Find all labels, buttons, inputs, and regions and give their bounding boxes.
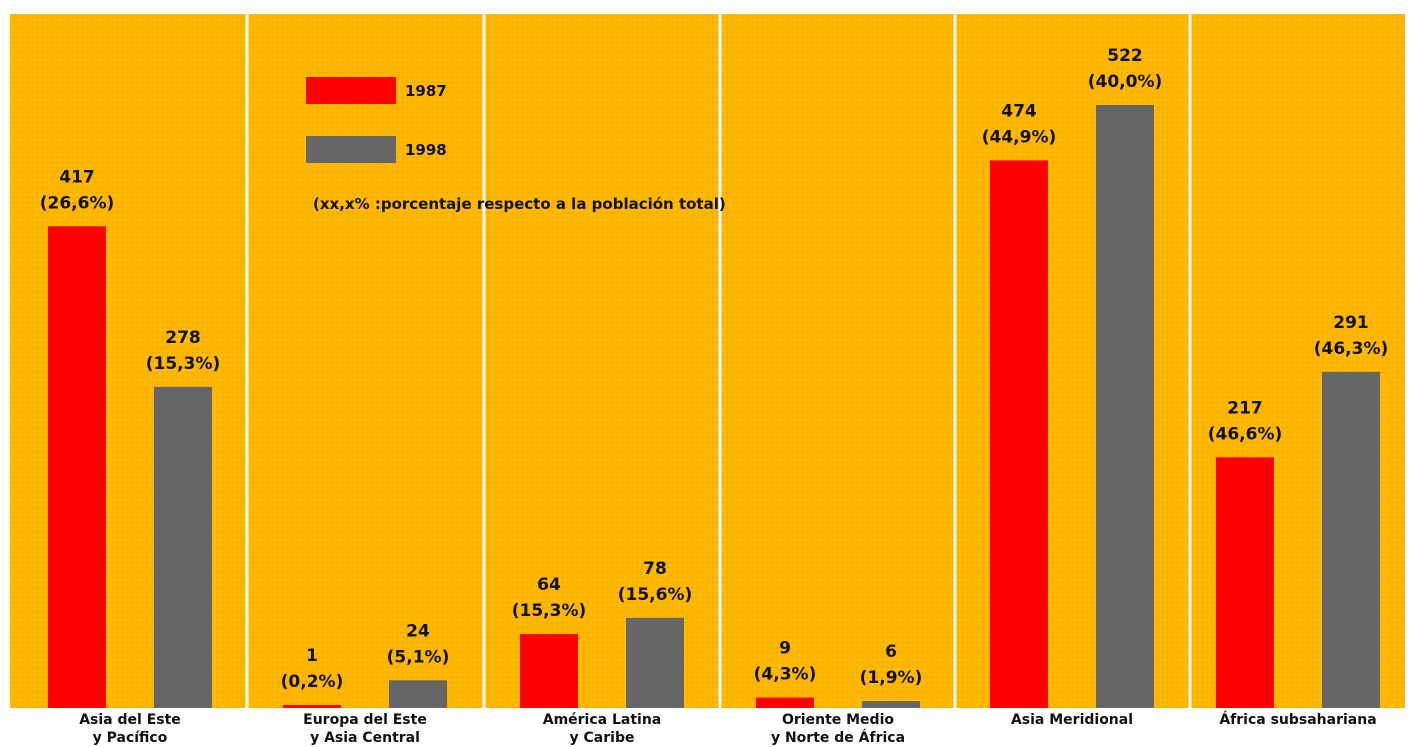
data-label-percent: (40,0%)	[1088, 72, 1163, 92]
legend-swatch-1998	[306, 136, 396, 163]
data-label-value: 1	[306, 646, 318, 666]
data-label-value: 278	[165, 328, 201, 348]
data-labels-group: 417 (26,6%) 278 (15,3%) 1 (0,2%) 24 (5,1%) 64 (15…	[40, 46, 1389, 692]
bar-1998	[862, 701, 920, 708]
bar-1998	[389, 680, 447, 708]
category-label: y Asia Central	[310, 730, 420, 746]
data-label-percent: (26,6%)	[40, 193, 115, 213]
data-label-percent: (0,2%)	[281, 672, 344, 692]
bar-1998	[626, 617, 684, 708]
data-label-value: 474	[1001, 101, 1037, 121]
bar-1987	[520, 634, 578, 708]
category-separators	[245, 14, 1192, 708]
bar-1987	[990, 160, 1048, 709]
data-label-value: 417	[59, 167, 95, 187]
bar-1998	[1096, 105, 1154, 708]
data-label-value: 64	[537, 575, 561, 595]
bar-1987	[1216, 457, 1274, 708]
data-label-value: 78	[643, 559, 667, 579]
category-labels-group: Asia del Este y Pacífico Europa del Este y …	[79, 711, 1376, 746]
data-label-percent: (15,3%)	[146, 354, 221, 374]
category-label: África subsahariana	[1219, 711, 1376, 728]
category-label: Asia del Este	[79, 712, 181, 728]
data-label-value: 291	[1333, 313, 1369, 333]
data-label-value: 24	[406, 621, 430, 641]
data-label-percent: (46,3%)	[1314, 339, 1389, 359]
bar-1987	[283, 705, 341, 708]
legend-swatch-1987	[306, 77, 396, 104]
data-label-percent: (46,6%)	[1208, 424, 1283, 444]
legend-label-1987: 1987	[405, 82, 447, 100]
bar-1987	[756, 697, 814, 708]
category-label: y Pacífico	[93, 730, 168, 746]
legend-label-1998: 1998	[405, 141, 447, 159]
data-label-percent: (1,9%)	[860, 668, 923, 688]
data-label-value: 6	[885, 642, 897, 662]
bar-1998	[154, 386, 212, 708]
category-label: y Norte de África	[771, 729, 905, 746]
bar-1987	[48, 226, 106, 709]
plot-background	[10, 14, 1405, 708]
data-label-percent: (15,6%)	[618, 585, 693, 605]
chart-annotation: (xx,x% :porcentaje respecto a la poblaci…	[313, 195, 726, 213]
category-label: Asia Meridional	[1011, 712, 1133, 728]
data-label-value: 217	[1227, 398, 1263, 418]
bar-1998	[1322, 371, 1380, 708]
category-label: Oriente Medio	[782, 712, 894, 728]
data-label-value: 9	[779, 639, 791, 659]
category-label: y Caribe	[570, 730, 635, 746]
data-label-percent: (4,3%)	[754, 665, 817, 685]
category-label: América Latina	[543, 712, 662, 728]
data-label-percent: (44,9%)	[982, 127, 1057, 147]
legend: 1987 1998	[306, 77, 447, 163]
data-label-percent: (5,1%)	[387, 647, 450, 667]
data-label-value: 522	[1107, 46, 1143, 66]
data-label-percent: (15,3%)	[512, 601, 587, 621]
bars-group	[48, 105, 1380, 709]
category-label: Europa del Este	[303, 712, 427, 728]
